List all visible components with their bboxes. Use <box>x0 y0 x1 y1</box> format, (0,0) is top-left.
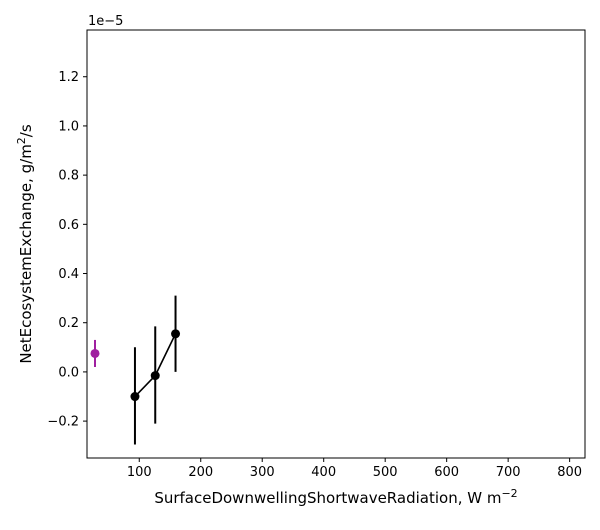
x-tick-label: 200 <box>188 465 213 480</box>
y-tick-label: 1.0 <box>58 119 79 134</box>
y-tick-label: 1.2 <box>58 70 79 85</box>
x-tick-label: 400 <box>311 465 336 480</box>
y-tick-label: 0.4 <box>58 267 79 282</box>
x-tick-label: 700 <box>496 465 521 480</box>
y-tick-label: −0.2 <box>47 415 79 430</box>
data-point <box>171 329 181 339</box>
x-tick-label: 600 <box>434 465 459 480</box>
y-tick-label: 0.2 <box>58 316 79 331</box>
x-tick-label: 100 <box>127 465 152 480</box>
y-axis-ticks: −0.2 0.0 0.2 0.4 0.6 0.8 1.0 1.2 <box>47 70 87 430</box>
y-tick-label: 0.6 <box>58 218 79 233</box>
y-axis-label: NetEcosystemExchange, g/m2/s <box>15 124 35 364</box>
plot-layer <box>90 295 181 445</box>
x-axis-label: SurfaceDownwellingShortwaveRadiation, W … <box>154 487 517 507</box>
data-point <box>150 371 160 381</box>
x-tick-label: 300 <box>250 465 275 480</box>
y-tick-label: 0.8 <box>58 169 79 184</box>
x-tick-label: 500 <box>373 465 398 480</box>
y-offset-label: 1e−5 <box>88 14 123 29</box>
y-tick-label: 0.0 <box>58 365 79 380</box>
plot-frame <box>86 29 586 459</box>
x-axis-ticks: 100 200 300 400 500 600 700 800 <box>127 458 582 480</box>
data-point <box>130 392 140 402</box>
data-point <box>90 348 100 358</box>
x-tick-label: 800 <box>557 465 582 480</box>
